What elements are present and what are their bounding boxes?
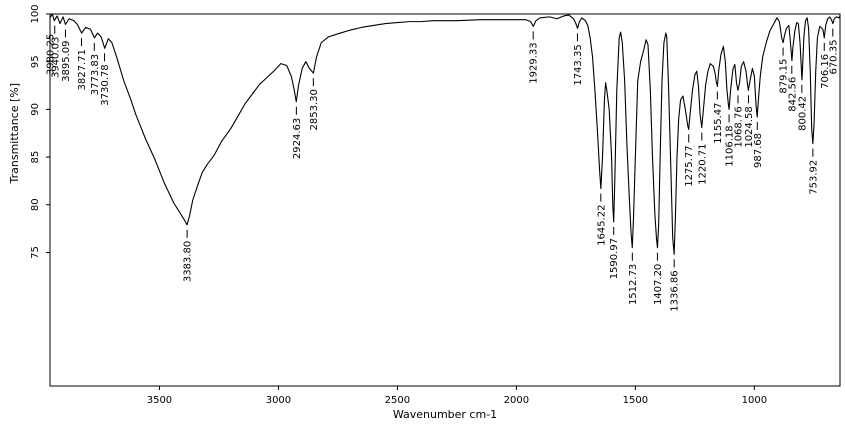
peak-label: 1155.47 <box>713 102 724 143</box>
peak-label: 3940.03 <box>50 37 61 78</box>
peak-label: 1929.33 <box>529 42 540 83</box>
peak-label: 3895.09 <box>61 40 72 81</box>
peak-label: 1743.35 <box>573 44 584 85</box>
x-tick-label: 3500 <box>147 395 172 406</box>
peak-label: 2853.30 <box>309 89 320 130</box>
y-tick-label: 80 <box>30 198 41 211</box>
plot-frame <box>49 13 841 387</box>
peak-label: 1590.97 <box>609 238 620 279</box>
peak-label: 879.15 <box>779 59 790 94</box>
peak-label: 1512.73 <box>628 264 639 305</box>
x-tick-label: 3000 <box>266 395 291 406</box>
peak-label: 1024.58 <box>744 106 755 147</box>
peak-label: 3980.25 <box>46 34 57 75</box>
y-axis-title: Transmittance [%] <box>8 83 21 185</box>
peak-label: 800.42 <box>797 96 808 131</box>
x-tick-label: 1000 <box>742 395 767 406</box>
peak-label: 3773.83 <box>90 54 101 95</box>
x-tick-label: 2000 <box>504 395 529 406</box>
y-tick-label: 100 <box>30 4 41 23</box>
y-tick-label: 95 <box>30 55 41 68</box>
y-tick-label: 90 <box>30 103 41 116</box>
peak-label: 1220.71 <box>697 144 708 185</box>
peak-label: 1275.77 <box>684 145 695 186</box>
peak-label: 753.92 <box>808 160 819 195</box>
peak-label: 670.35 <box>828 40 839 75</box>
peak-label: 3383.80 <box>183 241 194 282</box>
peak-label: 1106.18 <box>725 125 736 166</box>
y-axis-ticks: 75 80 85 90 95 100 <box>30 4 50 259</box>
y-tick-label: 85 <box>30 151 41 164</box>
axes <box>49 13 841 387</box>
peak-label: 706.16 <box>820 54 831 89</box>
peak-label: 842.56 <box>787 77 798 112</box>
x-tick-label: 2500 <box>385 395 410 406</box>
peak-label: 3827.71 <box>77 49 88 90</box>
spectrum-series-line <box>49 13 841 255</box>
peak-label: 1645.22 <box>596 205 607 246</box>
peak-label: 3730.78 <box>100 64 111 105</box>
peak-label: 1336.86 <box>670 270 681 311</box>
peak-label: 1407.20 <box>653 264 664 305</box>
x-axis-ticks: 3500 3000 2500 2000 1500 1000 <box>147 386 767 406</box>
x-axis-title: Wavenumber cm-1 <box>393 408 497 421</box>
x-tick-label: 1500 <box>623 395 648 406</box>
y-tick-label: 75 <box>30 246 41 259</box>
peak-label: 1068.76 <box>733 106 744 147</box>
peak-label: 987.68 <box>753 133 764 168</box>
peak-label: 2924.63 <box>292 118 303 159</box>
